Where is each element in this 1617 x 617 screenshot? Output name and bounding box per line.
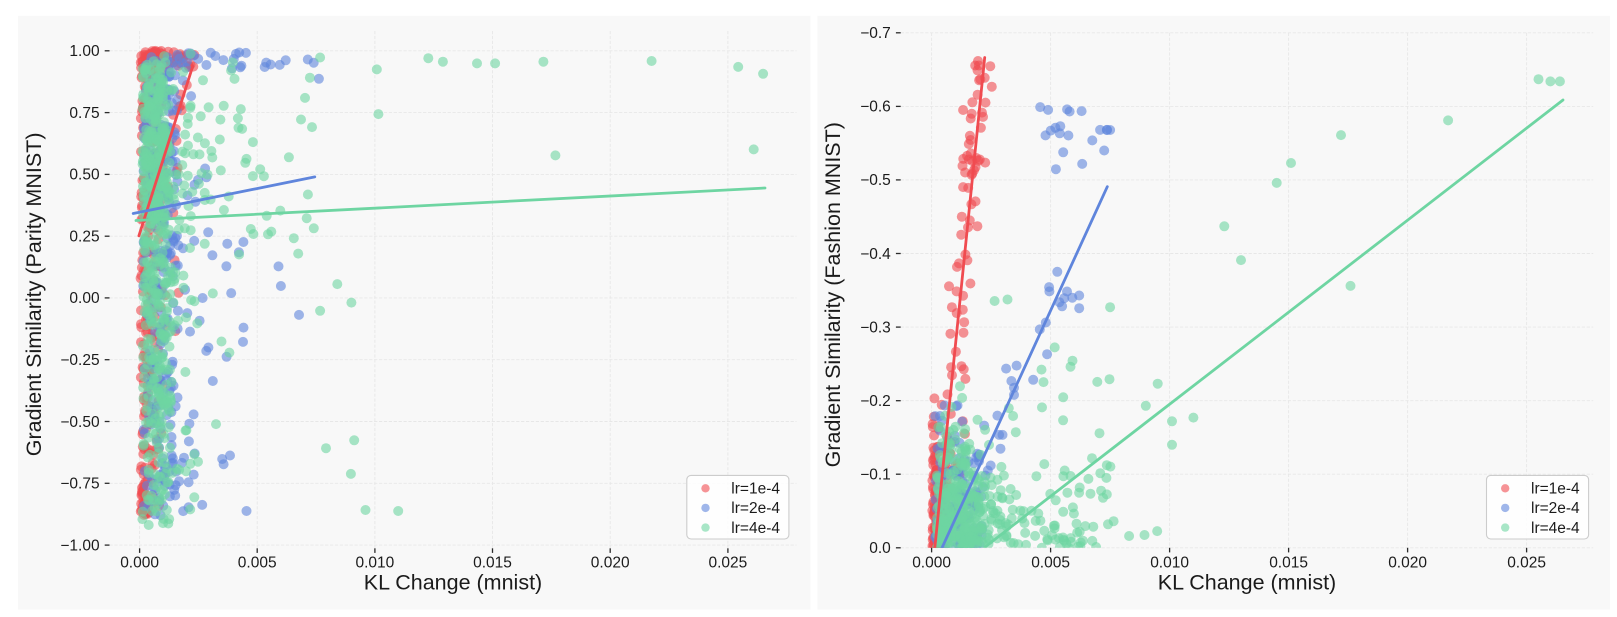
svg-text:1.00: 1.00 [69,43,100,60]
svg-text:lr=2e-4: lr=2e-4 [731,500,780,517]
svg-text:lr=2e-4: lr=2e-4 [1531,500,1580,517]
svg-text:−0.5: −0.5 [860,172,891,189]
svg-text:KL Change (mnist): KL Change (mnist) [364,570,542,594]
svg-text:0.010: 0.010 [356,555,395,572]
svg-text:0.020: 0.020 [591,555,630,572]
svg-text:0.000: 0.000 [912,555,951,572]
svg-text:0.0: 0.0 [869,540,891,557]
svg-text:0.025: 0.025 [709,555,748,572]
svg-text:0.015: 0.015 [1269,555,1308,572]
svg-text:−1.00: −1.00 [60,537,100,554]
svg-text:0.010: 0.010 [1150,555,1189,572]
svg-text:−0.75: −0.75 [60,476,99,493]
svg-text:0.50: 0.50 [69,167,100,184]
svg-text:lr=1e-4: lr=1e-4 [1531,481,1580,498]
svg-text:−0.2: −0.2 [860,393,891,410]
svg-text:lr=4e-4: lr=4e-4 [1531,520,1580,537]
svg-text:0.00: 0.00 [69,290,100,307]
svg-text:−0.1: −0.1 [860,467,891,484]
svg-text:−0.7: −0.7 [860,25,891,42]
svg-text:−0.4: −0.4 [860,246,891,263]
svg-text:Gradient Similarity (Parity MN: Gradient Similarity (Parity MNIST) [22,133,46,457]
svg-text:lr=1e-4: lr=1e-4 [731,481,780,498]
svg-text:lr=4e-4: lr=4e-4 [731,520,780,537]
svg-text:0.75: 0.75 [69,105,99,122]
svg-text:−0.50: −0.50 [60,414,100,431]
svg-text:−0.25: −0.25 [60,352,99,369]
svg-text:0.25: 0.25 [69,229,99,246]
svg-text:0.025: 0.025 [1507,555,1546,572]
svg-text:0.005: 0.005 [1031,555,1070,572]
svg-text:0.000: 0.000 [120,555,159,572]
svg-text:0.005: 0.005 [238,555,277,572]
svg-text:0.015: 0.015 [473,555,512,572]
svg-text:0.020: 0.020 [1388,555,1427,572]
svg-text:−0.6: −0.6 [860,99,891,116]
svg-text:Gradient Similarity (Fashion M: Gradient Similarity (Fashion MNIST) [821,122,845,467]
svg-text:KL Change (mnist): KL Change (mnist) [1158,570,1336,594]
svg-text:−0.3: −0.3 [860,319,891,336]
